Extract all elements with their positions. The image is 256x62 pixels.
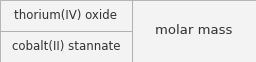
Bar [132,0,256,62]
Text: molar mass: molar mass [155,24,233,38]
Bar [0,0,132,31]
Text: thorium(IV) oxide: thorium(IV) oxide [14,9,118,22]
Bar [0,31,132,62]
Text: cobalt(II) stannate: cobalt(II) stannate [12,40,120,53]
